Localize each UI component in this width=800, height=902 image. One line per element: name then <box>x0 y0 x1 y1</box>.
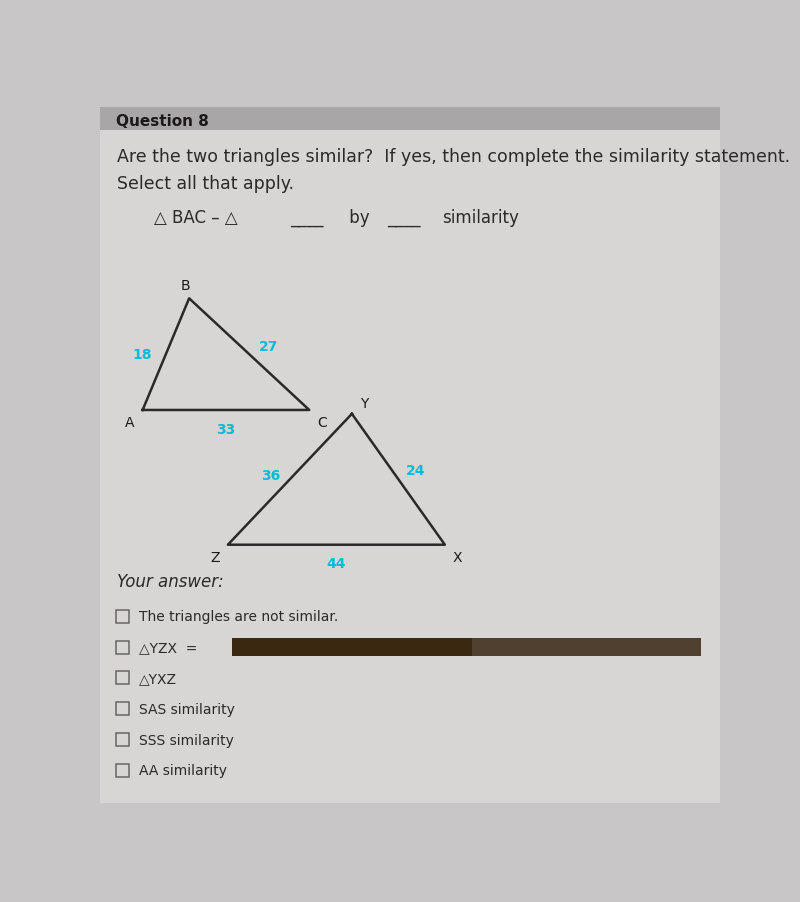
FancyBboxPatch shape <box>100 132 720 803</box>
Text: 36: 36 <box>262 469 281 483</box>
Text: 44: 44 <box>326 557 346 571</box>
Text: △YZX  =: △YZX = <box>138 640 197 655</box>
Text: SAS similarity: SAS similarity <box>138 702 234 716</box>
Text: similarity: similarity <box>442 209 519 227</box>
Text: △YXZ: △YXZ <box>138 671 177 686</box>
Text: The triangles are not similar.: The triangles are not similar. <box>138 610 338 623</box>
Text: Your answer:: Your answer: <box>117 572 224 590</box>
Text: Select all that apply.: Select all that apply. <box>117 175 294 193</box>
Text: 27: 27 <box>258 340 278 354</box>
Text: 24: 24 <box>406 464 426 477</box>
Text: AA similarity: AA similarity <box>138 763 226 778</box>
Text: C: C <box>317 416 326 430</box>
Text: ____: ____ <box>290 209 323 227</box>
Text: Are the two triangles similar?  If yes, then complete the similarity statement.: Are the two triangles similar? If yes, t… <box>117 148 790 166</box>
Text: Question 8: Question 8 <box>115 114 208 128</box>
Text: 18: 18 <box>133 348 152 362</box>
Text: by: by <box>344 209 375 227</box>
FancyBboxPatch shape <box>232 639 701 657</box>
Text: B: B <box>181 279 190 293</box>
Text: A: A <box>126 416 135 430</box>
Text: X: X <box>453 550 462 565</box>
Text: Z: Z <box>210 550 220 565</box>
FancyBboxPatch shape <box>100 108 720 132</box>
Text: ____: ____ <box>386 209 420 227</box>
Text: Y: Y <box>360 397 368 410</box>
Text: 33: 33 <box>216 423 235 437</box>
Text: SSS similarity: SSS similarity <box>138 732 234 747</box>
FancyBboxPatch shape <box>472 639 701 657</box>
Text: △ BAC – △: △ BAC – △ <box>154 209 238 227</box>
